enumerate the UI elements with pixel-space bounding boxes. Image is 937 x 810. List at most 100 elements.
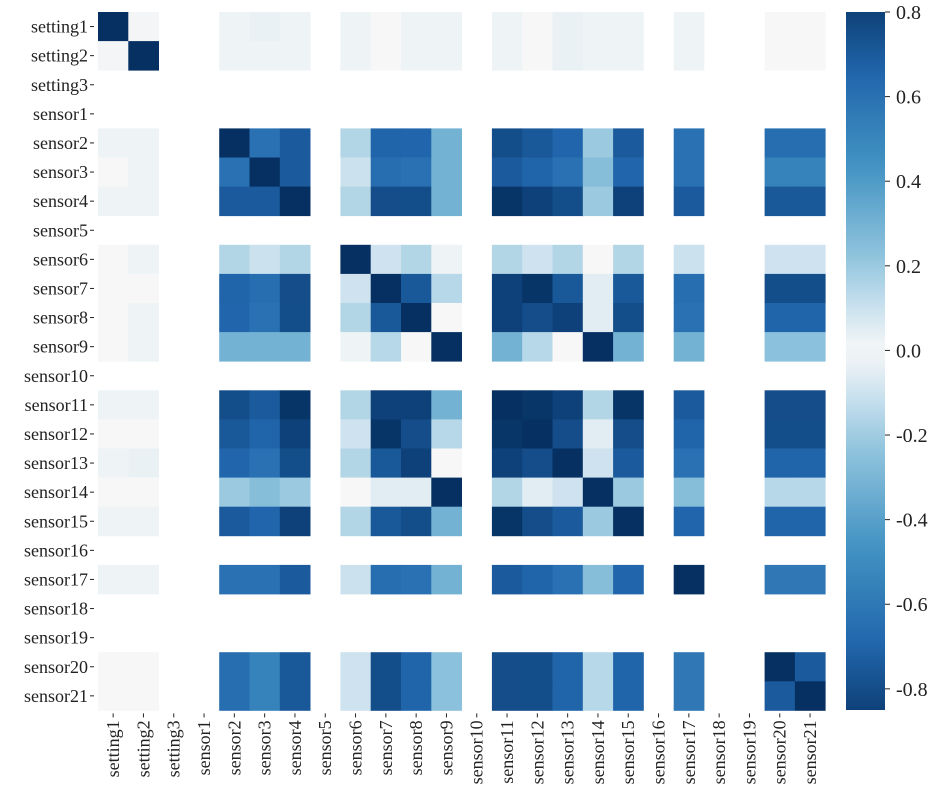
heatmap-cell (340, 41, 372, 71)
column-label: sensor15 (618, 720, 638, 784)
row-label: setting2 (31, 46, 88, 66)
heatmap-cell (582, 244, 614, 275)
heatmap-cell (764, 652, 796, 682)
heatmap-cell (370, 128, 402, 158)
heatmap-cell (794, 564, 826, 595)
heatmap-cell (552, 564, 584, 595)
heatmap-cell (340, 506, 372, 537)
heatmap-cell (279, 390, 311, 420)
heatmap-cell (279, 128, 311, 158)
heatmap-cell (431, 273, 462, 304)
heatmap-cell (613, 564, 644, 595)
heatmap-cell (613, 390, 644, 420)
heatmap-cell (431, 681, 462, 711)
colorbar-tick-label: -0.8 (896, 679, 928, 701)
heatmap-cell (219, 390, 250, 420)
heatmap-cell (370, 652, 402, 682)
column-label: sensor21 (800, 720, 820, 784)
heatmap-cell (340, 332, 372, 362)
heatmap-cell (370, 41, 402, 71)
heatmap-cell (340, 477, 372, 508)
heatmap-cell (370, 681, 402, 711)
heatmap-cell (673, 477, 705, 508)
heatmap-cell (794, 390, 826, 420)
heatmap-cell (794, 128, 826, 158)
row-label: sensor9 (33, 337, 88, 357)
heatmap-cell (128, 419, 159, 449)
heatmap-cell (340, 681, 372, 711)
heatmap-cell (219, 186, 250, 217)
heatmap-cell (128, 41, 159, 71)
heatmap-cell (98, 390, 129, 420)
heatmap-cell (764, 681, 796, 711)
column-label: setting2 (133, 720, 153, 777)
heatmap-cell (249, 448, 281, 478)
heatmap-cell (491, 681, 523, 711)
heatmap-cell (673, 157, 705, 187)
heatmap-cell (522, 477, 553, 508)
heatmap-cell (370, 506, 402, 537)
heatmap-cell (370, 244, 402, 275)
heatmap-cell (431, 332, 462, 362)
heatmap-cell (219, 244, 250, 275)
heatmap-cell (491, 273, 523, 304)
heatmap-cell (401, 332, 432, 362)
heatmap-cell (249, 332, 281, 362)
heatmap-cell (340, 273, 372, 304)
heatmap-cell (491, 128, 523, 158)
heatmap-cell (613, 128, 644, 158)
heatmap-cell (401, 303, 432, 333)
heatmap-cell (128, 477, 159, 508)
heatmap-cell (491, 419, 523, 449)
heatmap-cell (340, 157, 372, 187)
column-label: setting1 (103, 720, 123, 777)
colorbar-tick-label: 0.6 (896, 87, 921, 109)
heatmap-cell (98, 157, 129, 187)
heatmap-cell (249, 506, 281, 537)
column-label: sensor4 (285, 720, 305, 775)
row-label: sensor7 (33, 278, 88, 298)
heatmap-cell (582, 186, 614, 217)
heatmap-cell (279, 652, 311, 682)
heatmap-cell (279, 186, 311, 217)
heatmap-cell (401, 564, 432, 595)
heatmap-cell (764, 303, 796, 333)
heatmap-cell (128, 332, 159, 362)
heatmap-cell (582, 332, 614, 362)
heatmap-cell (764, 506, 796, 537)
heatmap-cell (431, 564, 462, 595)
heatmap-cell (582, 681, 614, 711)
heatmap-cell (552, 128, 584, 158)
heatmap-cell (552, 303, 584, 333)
heatmap-cell (249, 157, 281, 187)
heatmap-cell (370, 157, 402, 187)
heatmap-cell (764, 128, 796, 158)
heatmap-cell (491, 390, 523, 420)
column-label: setting3 (164, 720, 184, 777)
row-label: sensor12 (24, 424, 88, 444)
column-label: sensor3 (255, 720, 275, 775)
heatmap-cell (279, 157, 311, 187)
heatmap-cell (249, 477, 281, 508)
heatmap-cell (491, 244, 523, 275)
heatmap-cell (582, 303, 614, 333)
heatmap-cell (673, 564, 705, 595)
colorbar-tick-label: -0.2 (896, 425, 928, 447)
heatmap-cell (279, 244, 311, 275)
colorbar-tick-label: -0.4 (896, 510, 928, 532)
heatmap-cell (794, 652, 826, 682)
column-label: sensor17 (679, 720, 699, 784)
heatmap-cell (764, 41, 796, 71)
heatmap-cell (128, 506, 159, 537)
heatmap-cell (98, 681, 129, 711)
heatmap-cell (370, 12, 402, 42)
heatmap-cell (340, 419, 372, 449)
row-label: setting3 (31, 75, 88, 95)
heatmap-cell (794, 186, 826, 217)
heatmap-cell (522, 244, 553, 275)
heatmap-cell (764, 477, 796, 508)
heatmap-cell (128, 157, 159, 187)
heatmap-cell (491, 332, 523, 362)
heatmap-cell (401, 419, 432, 449)
